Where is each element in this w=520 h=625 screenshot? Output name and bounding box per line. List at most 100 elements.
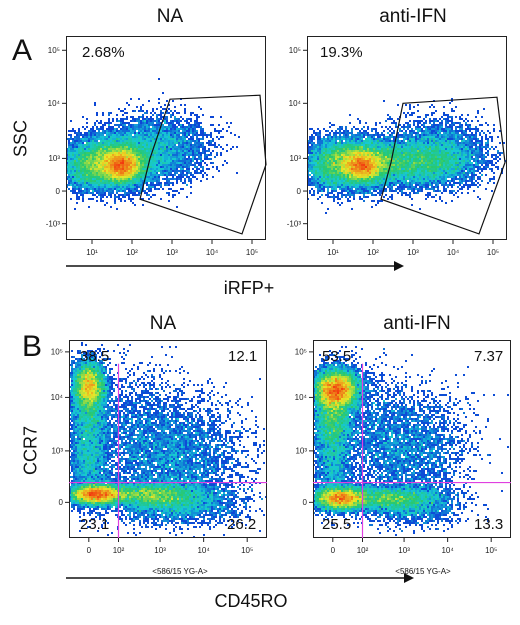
event-dot (176, 138, 178, 140)
event-dot (82, 152, 84, 154)
event-dot (429, 120, 431, 122)
event-dot (226, 130, 228, 132)
event-dot (483, 162, 485, 164)
event-dot (106, 132, 108, 134)
event-dot (495, 162, 497, 164)
event-dot (433, 124, 435, 126)
event-dot (86, 178, 88, 180)
event-dot (411, 132, 413, 134)
event-dot (154, 140, 156, 142)
event-dot (86, 156, 88, 158)
event-dot (495, 166, 497, 168)
event-dot (172, 132, 174, 134)
event-dot (150, 116, 152, 118)
event-dot (130, 178, 132, 180)
event-dot (379, 172, 381, 174)
event-dot (116, 158, 118, 160)
event-dot (345, 152, 347, 154)
event-dot (210, 132, 212, 134)
event-dot (124, 152, 126, 154)
event-dot (373, 154, 375, 156)
event-dot (389, 178, 391, 180)
y-tick-label: -10³ (46, 219, 61, 228)
event-dot (425, 150, 427, 152)
event-dot (122, 118, 124, 120)
event-dot (333, 138, 335, 140)
event-dot (112, 166, 114, 168)
event-dot (357, 138, 359, 140)
event-dot (339, 174, 341, 176)
event-dot (124, 180, 126, 182)
event-dot (443, 180, 445, 182)
event-dot (150, 138, 152, 140)
event-dot (176, 176, 178, 178)
event-dot (88, 190, 90, 192)
event-dot (415, 144, 417, 146)
event-dot (182, 138, 184, 140)
event-dot (174, 150, 176, 152)
event-dot (104, 182, 106, 184)
event-dot (461, 144, 463, 146)
event-dot (437, 172, 439, 174)
event-dot (142, 118, 144, 120)
event-dot (118, 178, 120, 180)
event-dot (128, 124, 130, 126)
event-dot (397, 142, 399, 144)
event-dot (160, 172, 162, 174)
event-dot (164, 174, 166, 176)
event-dot (110, 170, 112, 172)
event-dot (377, 168, 379, 170)
event-dot (192, 150, 194, 152)
event-dot (383, 176, 385, 178)
event-dot (174, 166, 176, 168)
event-dot (449, 136, 451, 138)
event-dot (379, 148, 381, 150)
event-dot (168, 156, 170, 158)
event-dot (331, 152, 333, 154)
event-dot (104, 204, 106, 206)
event-dot (184, 112, 186, 114)
event-dot (96, 188, 98, 190)
event-dot (154, 146, 156, 148)
event-dot (411, 146, 413, 148)
event-dot (343, 152, 345, 154)
event-dot (92, 194, 94, 196)
event-dot (333, 136, 335, 138)
event-dot (321, 172, 323, 174)
event-dot (385, 160, 387, 162)
event-dot (88, 152, 90, 154)
event-dot (443, 106, 445, 108)
event-dot (168, 158, 170, 160)
event-dot (196, 116, 198, 118)
event-dot (114, 198, 116, 200)
event-dot (341, 148, 343, 150)
event-dot (106, 170, 108, 172)
event-dot (407, 138, 409, 140)
event-dot (437, 142, 439, 144)
event-dot (194, 122, 196, 124)
event-dot (349, 138, 351, 140)
event-dot (78, 162, 80, 164)
event-dot (447, 118, 449, 120)
event-dot (138, 194, 140, 196)
event-dot (98, 122, 100, 124)
event-dot (168, 182, 170, 184)
event-dot (363, 136, 365, 138)
event-dot (150, 134, 152, 136)
event-dot (451, 152, 453, 154)
event-dot (110, 192, 112, 194)
event-dot (381, 148, 383, 150)
event-dot (319, 176, 321, 178)
event-dot (425, 160, 427, 162)
event-dot (441, 168, 443, 170)
event-dot (449, 152, 451, 154)
event-dot (337, 148, 339, 150)
event-dot (475, 158, 477, 160)
event-dot (128, 150, 130, 152)
x-tick-label: 10⁵ (246, 248, 258, 257)
event-dot (174, 152, 176, 154)
event-dot (469, 136, 471, 138)
event-dot (202, 134, 204, 136)
event-dot (88, 156, 90, 158)
event-dot (148, 170, 150, 172)
